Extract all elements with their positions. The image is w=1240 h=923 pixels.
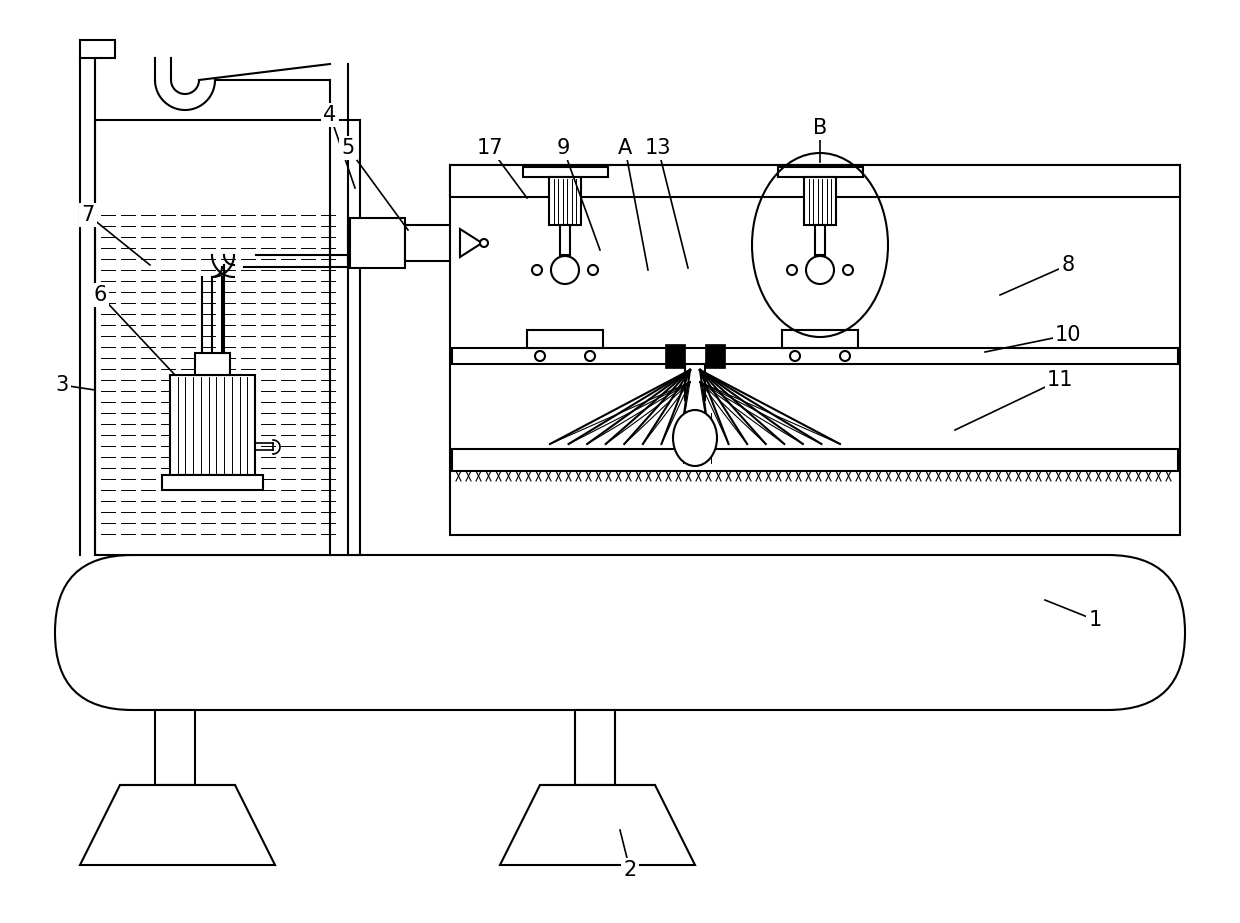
Circle shape <box>588 265 598 275</box>
Bar <box>560 225 570 255</box>
Text: 2: 2 <box>624 860 636 880</box>
Text: 13: 13 <box>645 138 671 158</box>
Circle shape <box>532 265 542 275</box>
Bar <box>706 344 725 368</box>
Circle shape <box>585 351 595 361</box>
Bar <box>815 225 825 255</box>
Bar <box>405 225 460 261</box>
Bar <box>81 40 115 58</box>
Text: 1: 1 <box>1089 610 1101 630</box>
Circle shape <box>843 265 853 275</box>
Polygon shape <box>460 229 482 257</box>
Bar <box>162 475 263 490</box>
Bar <box>155 710 195 785</box>
Bar <box>527 330 603 348</box>
Bar <box>453 348 1178 364</box>
Text: 11: 11 <box>1047 370 1074 390</box>
Bar <box>665 344 684 368</box>
Circle shape <box>551 256 579 284</box>
Bar <box>523 167 608 177</box>
Bar <box>450 165 1180 535</box>
Text: 10: 10 <box>1055 325 1081 345</box>
Bar <box>95 120 360 555</box>
Bar <box>782 330 858 348</box>
Text: A: A <box>618 138 632 158</box>
Text: 7: 7 <box>82 205 94 225</box>
Circle shape <box>480 239 489 247</box>
Polygon shape <box>500 785 694 865</box>
Bar <box>450 165 1180 197</box>
Text: 4: 4 <box>324 105 336 125</box>
Bar <box>777 167 863 177</box>
Text: 6: 6 <box>93 285 107 305</box>
Bar <box>575 710 615 785</box>
Bar <box>350 218 405 268</box>
Ellipse shape <box>673 410 717 466</box>
Circle shape <box>806 256 835 284</box>
Bar <box>453 449 1178 471</box>
Circle shape <box>839 351 849 361</box>
Text: 8: 8 <box>1061 255 1075 275</box>
Circle shape <box>534 351 546 361</box>
Bar <box>170 375 255 475</box>
Text: 3: 3 <box>56 375 68 395</box>
Text: 9: 9 <box>557 138 569 158</box>
FancyBboxPatch shape <box>55 555 1185 710</box>
Circle shape <box>790 351 800 361</box>
Polygon shape <box>81 785 275 865</box>
Bar <box>195 353 229 375</box>
Text: B: B <box>813 118 827 138</box>
Text: 17: 17 <box>476 138 503 158</box>
Bar <box>804 177 836 225</box>
Text: 5: 5 <box>341 138 355 158</box>
Circle shape <box>787 265 797 275</box>
Bar <box>549 177 582 225</box>
